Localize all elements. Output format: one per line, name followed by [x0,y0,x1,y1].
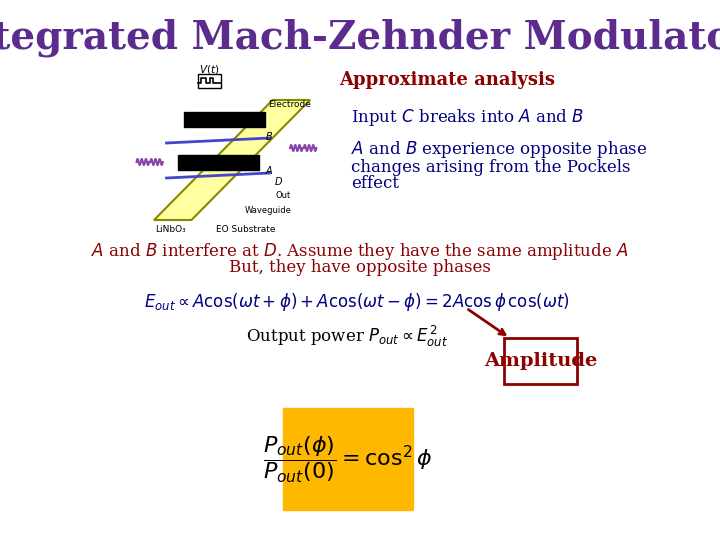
Text: $V(t)$: $V(t)$ [199,64,220,77]
Text: $\mathit{A}$ and $\mathit{B}$ experience opposite phase: $\mathit{A}$ and $\mathit{B}$ experience… [351,139,647,160]
Text: $\dfrac{P_{out}(\phi)}{P_{out}(0)} = \cos^2\phi$: $\dfrac{P_{out}(\phi)}{P_{out}(0)} = \co… [263,435,432,485]
Text: changes arising from the Pockels: changes arising from the Pockels [351,159,630,176]
FancyBboxPatch shape [283,408,413,510]
Text: Waveguide: Waveguide [245,206,292,215]
Text: Electrode: Electrode [268,100,310,109]
Text: $A$: $A$ [264,164,273,176]
Text: EO Substrate: EO Substrate [217,225,276,234]
Text: Amplitude: Amplitude [484,352,597,370]
Text: Output power $P_{out} \propto E_{out}^{\,2}$: Output power $P_{out} \propto E_{out}^{\… [246,323,449,348]
Text: Integrated Mach-Zehnder Modulators: Integrated Mach-Zehnder Modulators [0,19,720,57]
Polygon shape [178,155,259,170]
Text: $B$: $B$ [264,130,273,142]
Text: LiNbO₃: LiNbO₃ [156,225,186,234]
Text: $\mathit{A}$ and $\mathit{B}$ interfere at $\mathit{D}$. Assume they have the sa: $\mathit{A}$ and $\mathit{B}$ interfere … [91,241,629,262]
Polygon shape [184,112,265,127]
Text: But, they have opposite phases: But, they have opposite phases [229,260,491,276]
Text: Approximate analysis: Approximate analysis [339,71,555,89]
FancyBboxPatch shape [504,338,577,384]
FancyBboxPatch shape [198,74,222,88]
Text: Out: Out [275,191,290,200]
Text: Input $\mathit{C}$ breaks into $\mathit{A}$ and $\mathit{B}$: Input $\mathit{C}$ breaks into $\mathit{… [351,107,584,129]
Text: effect: effect [351,176,399,192]
Text: $D$: $D$ [274,175,283,187]
Text: $E_{out} \propto A\cos(\omega t + \phi) + A\cos(\omega t - \phi) = 2A\cos\phi\, : $E_{out} \propto A\cos(\omega t + \phi) … [144,291,570,313]
Polygon shape [154,100,310,220]
